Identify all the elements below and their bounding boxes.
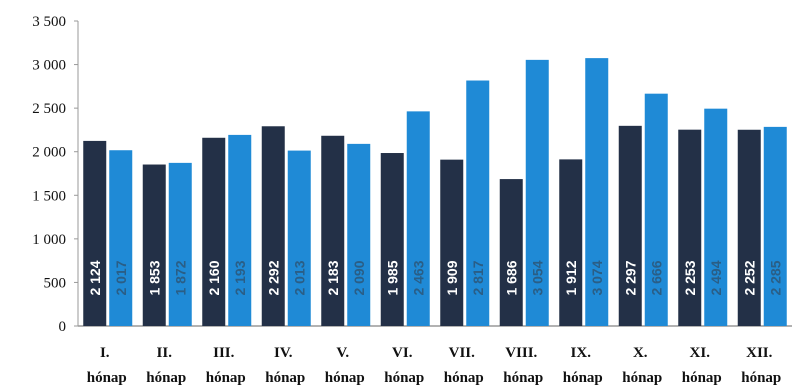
bar-series-1 <box>440 159 464 326</box>
bar-series-1 <box>321 135 345 326</box>
data-label: 2 252 <box>741 260 757 295</box>
data-label: 2 297 <box>622 260 638 295</box>
bar-series-2 <box>168 162 192 326</box>
data-label: 2 285 <box>767 260 783 295</box>
data-label: 2 090 <box>351 260 367 295</box>
data-labels: 2 124 2 017 1 853 1 872 2 160 2 193 2 292 2 013… <box>87 260 784 295</box>
data-label: 2 817 <box>470 260 486 295</box>
bar-series-2 <box>525 59 549 326</box>
bar-series-1 <box>737 129 761 326</box>
bar-series-1 <box>618 125 642 326</box>
bar-series-2 <box>109 150 133 326</box>
bar-series-1 <box>83 140 107 326</box>
data-label: 1 686 <box>503 260 519 295</box>
data-label: 2 292 <box>265 260 281 295</box>
data-label: 2 017 <box>113 260 129 295</box>
x-category-sublabel: hónap <box>741 370 781 386</box>
x-category-label: XI. <box>690 345 711 361</box>
x-category-label: V. <box>336 345 349 361</box>
x-category-sublabel: hónap <box>265 370 305 386</box>
x-category-label: IV. <box>274 345 293 361</box>
x-category-sublabel: hónap <box>206 370 246 386</box>
bar-series-1 <box>559 159 583 326</box>
bar-series-1 <box>499 179 523 326</box>
data-label: 3 054 <box>529 260 545 295</box>
x-category-sublabel: hónap <box>384 370 424 386</box>
x-axis-categories: I. hónap II. hónap III. hónap IV. hónap V. hónap V… <box>87 345 782 386</box>
bar-series-2 <box>347 143 371 326</box>
bar-series-2 <box>763 126 787 326</box>
bar-series-2 <box>585 58 609 326</box>
y-tick-label: 1 500 <box>32 188 66 204</box>
bar-series-2 <box>466 80 490 326</box>
bar-series-2 <box>228 134 252 326</box>
bar-series-1 <box>380 153 404 326</box>
data-label: 2 253 <box>682 260 698 295</box>
data-label: 2 494 <box>708 260 724 295</box>
data-label: 1 985 <box>384 260 400 295</box>
data-label: 1 909 <box>444 260 460 295</box>
data-label: 1 853 <box>146 260 162 295</box>
bar-series-1 <box>261 126 285 326</box>
x-category-sublabel: hónap <box>682 370 722 386</box>
x-category-sublabel: hónap <box>87 370 127 386</box>
data-label: 2 160 <box>206 260 222 295</box>
bar-series-2 <box>704 108 728 326</box>
bar-series-2 <box>287 150 311 326</box>
x-category-label: IX. <box>571 345 592 361</box>
bar-series-1 <box>142 164 166 326</box>
x-category-label: VI. <box>392 345 413 361</box>
x-category-label: X. <box>633 345 648 361</box>
y-tick-label: 3 500 <box>32 14 66 30</box>
x-category-label: II. <box>157 345 173 361</box>
chart-axes <box>77 21 792 327</box>
y-tick-label: 2 000 <box>32 145 66 161</box>
bar-series-1 <box>678 129 702 326</box>
data-label: 2 183 <box>325 260 341 295</box>
x-category-sublabel: hónap <box>503 370 543 386</box>
data-label: 3 074 <box>589 260 605 295</box>
y-tick-label: 0 <box>59 319 67 335</box>
x-category-label: I. <box>100 345 110 361</box>
data-label: 2 463 <box>410 260 426 295</box>
bar-series <box>83 58 787 326</box>
bar-series-2 <box>644 93 668 326</box>
y-tick-label: 2 500 <box>32 101 66 117</box>
x-category-label: XII. <box>746 345 773 361</box>
y-axis-ticks: 0 500 1 000 1 500 2 000 2 500 3 000 3 500 <box>32 14 78 335</box>
data-label: 2 013 <box>291 260 307 295</box>
y-tick-label: 500 <box>44 275 67 291</box>
x-category-sublabel: hónap <box>563 370 603 386</box>
data-label: 1 912 <box>563 260 579 295</box>
data-label: 1 872 <box>172 260 188 295</box>
x-category-label: VII. <box>449 345 476 361</box>
bar-series-2 <box>406 111 430 326</box>
x-category-label: III. <box>213 345 235 361</box>
y-tick-label: 3 000 <box>32 58 66 74</box>
data-label: 2 193 <box>232 260 248 295</box>
x-category-sublabel: hónap <box>146 370 186 386</box>
data-label: 2 124 <box>87 260 103 295</box>
bar-series-1 <box>202 137 226 326</box>
x-category-sublabel: hónap <box>622 370 662 386</box>
x-category-sublabel: hónap <box>444 370 484 386</box>
x-category-label: VIII. <box>505 345 537 361</box>
data-label: 2 666 <box>648 260 664 295</box>
y-tick-label: 1 000 <box>32 232 66 248</box>
x-category-sublabel: hónap <box>325 370 365 386</box>
